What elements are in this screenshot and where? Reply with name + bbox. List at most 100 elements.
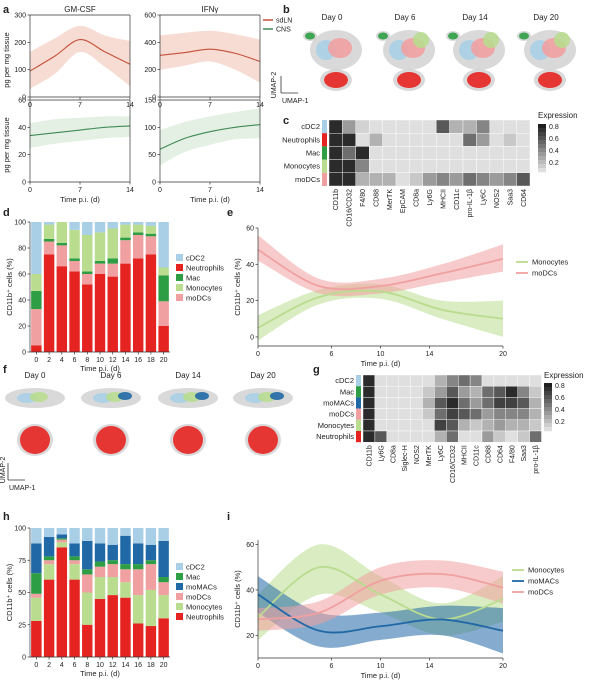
heatmap-cell bbox=[517, 386, 530, 398]
colorbar-step bbox=[538, 168, 546, 173]
x-tick-label: 6 bbox=[330, 663, 334, 670]
heatmap-row-label: moDCs bbox=[329, 410, 354, 419]
heatmap-column-label: CD11c bbox=[474, 445, 481, 466]
y-tick-label: 60 bbox=[246, 226, 254, 233]
heatmap-row-label: Monocytes bbox=[318, 421, 355, 430]
bar-segment-momacs bbox=[56, 534, 68, 539]
f-day-label: Day 6 bbox=[101, 371, 122, 380]
heatmap-cell bbox=[449, 132, 464, 147]
heatmap-row-color bbox=[356, 419, 361, 431]
bar-segment-mac bbox=[107, 258, 118, 264]
heatmap-cell bbox=[462, 146, 477, 160]
heatmap-column-label: Ly6C bbox=[438, 445, 445, 461]
umap-cluster-momacs bbox=[118, 392, 132, 400]
heatmap-cell bbox=[436, 172, 450, 187]
series-line-monocytes bbox=[257, 565, 504, 621]
x-tick-label: 20 bbox=[499, 663, 507, 670]
x-tick-label: 2 bbox=[47, 662, 51, 669]
y-tick-label: 100 bbox=[14, 220, 26, 227]
panel-label-h: h bbox=[3, 511, 10, 523]
colorbar-step bbox=[538, 136, 546, 141]
bar-segment-monocytes bbox=[82, 235, 93, 272]
y-tick-label: 20 bbox=[246, 633, 254, 640]
bar-segment-monocytes bbox=[69, 564, 80, 580]
y-tick-label: 150 bbox=[144, 98, 156, 105]
heatmap-cell bbox=[446, 430, 459, 443]
heatmap-cell bbox=[493, 386, 506, 398]
heatmap-cell bbox=[458, 408, 471, 421]
heatmap-cell bbox=[505, 430, 518, 443]
colorbar-step bbox=[544, 403, 552, 408]
bar-segment-monocytes bbox=[56, 542, 68, 548]
heatmap-cell bbox=[469, 419, 483, 432]
heatmap-cell bbox=[505, 386, 518, 398]
heatmap-cell bbox=[422, 419, 435, 432]
panel-h-stacked-bar: 0 2 4 6 8 10 12 14 16 18 20 0 25 50 75 100 CD11b⁺ cells … bbox=[5, 526, 224, 679]
bar-segment-neutrophils bbox=[56, 547, 68, 657]
heatmap-cell bbox=[409, 132, 423, 147]
panel-i-line-chart: 20 40 60 0 6 10 14 20 CD11b⁺ cells (%) Time p.i. … bbox=[233, 540, 565, 680]
colorbar-tick-label: 0.4 bbox=[555, 407, 565, 414]
heatmap-cell bbox=[529, 430, 542, 443]
bar-segment-monocytes bbox=[107, 228, 118, 259]
heatmap-cell bbox=[409, 172, 423, 187]
heatmap-cell bbox=[481, 397, 495, 409]
colorbar-step bbox=[538, 132, 546, 137]
umap-cluster-neutrophils bbox=[324, 72, 348, 88]
colorbar-step bbox=[544, 427, 552, 432]
panel-label-i: i bbox=[227, 511, 230, 523]
heatmap-cell bbox=[395, 172, 410, 187]
heatmap-cell bbox=[476, 159, 490, 174]
heatmap-cell bbox=[517, 419, 530, 432]
bar-segment-monocytes bbox=[107, 577, 118, 596]
heatmap-cell bbox=[493, 374, 506, 387]
confidence-band bbox=[160, 108, 260, 166]
bar-segment-modcs bbox=[94, 263, 106, 274]
heatmap-column-label: CD11b bbox=[333, 189, 340, 210]
x-tick-label: 14 bbox=[122, 357, 130, 364]
heatmap-cell bbox=[398, 397, 411, 409]
heatmap-column-label: CD88 bbox=[485, 445, 492, 463]
heatmap-cell bbox=[409, 119, 423, 134]
colorbar-step bbox=[544, 395, 552, 400]
heatmap-cell bbox=[382, 132, 397, 147]
heatmap-cell bbox=[458, 430, 471, 443]
y-tick-label: 100 bbox=[14, 526, 26, 533]
panel-label-e: e bbox=[227, 207, 233, 219]
legend-swatch bbox=[176, 603, 183, 610]
heatmap-cell bbox=[374, 374, 387, 387]
heatmap-cell bbox=[395, 146, 410, 160]
colorbar-tick-label: 0.2 bbox=[555, 419, 565, 426]
heatmap-cell bbox=[362, 430, 376, 443]
bar-segment-modcs bbox=[107, 263, 118, 277]
heatmap-cell bbox=[489, 132, 504, 147]
y-tick-label: 60 bbox=[18, 272, 26, 279]
heatmap-cell bbox=[489, 172, 504, 187]
legend-label: moMACs bbox=[186, 583, 217, 592]
heatmap-column-label: pro-IL-1β bbox=[467, 189, 474, 218]
x-axis-label: Time p.i. (d) bbox=[60, 195, 100, 204]
heatmap-cell bbox=[489, 159, 504, 174]
heatmap-cell bbox=[422, 374, 435, 387]
y-axis-label: CD11b⁺ cells (%) bbox=[5, 258, 14, 316]
heatmap-column-label: MHCII bbox=[462, 445, 469, 465]
heatmap-cell bbox=[469, 374, 483, 387]
bar-segment-modcs bbox=[82, 574, 93, 593]
bar-segment-neutrophils bbox=[132, 258, 144, 352]
heatmap-column-label: Ly6G bbox=[378, 445, 385, 461]
colorbar-step bbox=[538, 124, 546, 129]
heatmap-cell bbox=[434, 374, 447, 387]
heatmap-cell bbox=[458, 374, 471, 387]
legend-label: moDCs bbox=[186, 593, 211, 602]
heatmap-cell bbox=[374, 408, 387, 421]
umap-cluster-neutrophils bbox=[96, 426, 126, 454]
x-tick-label: 14 bbox=[426, 663, 434, 670]
bar-segment-monocytes bbox=[94, 232, 106, 261]
bar-segment-mac bbox=[120, 237, 131, 241]
bar-segment-modcs bbox=[43, 241, 55, 255]
x-tick-label: 14 bbox=[122, 662, 130, 669]
bar-segment-cdc2 bbox=[120, 222, 131, 225]
heatmap-cell bbox=[422, 408, 435, 421]
bar-segment-neutrophils bbox=[120, 263, 131, 352]
heatmap-cell bbox=[481, 374, 495, 387]
